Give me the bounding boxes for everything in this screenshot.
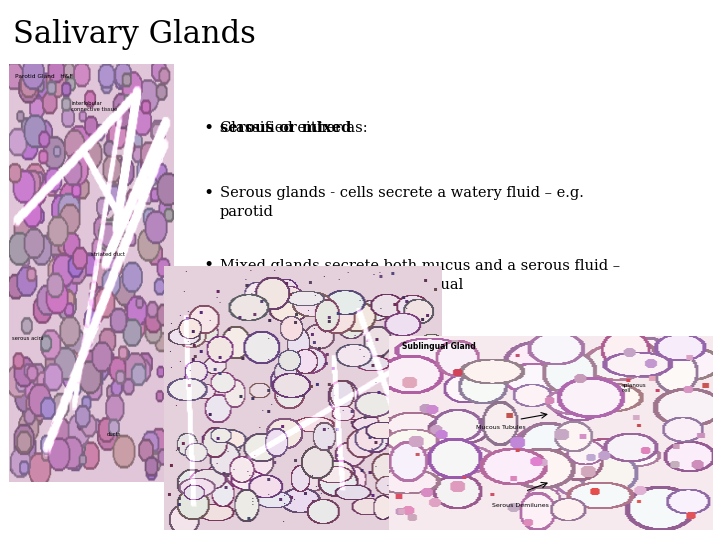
Text: Mucous Tubules: Mucous Tubules: [477, 426, 526, 430]
Text: •: •: [204, 119, 214, 137]
Text: striated duct: striated duct: [91, 252, 125, 257]
Text: interlobular
connective tissue: interlobular connective tissue: [71, 102, 117, 112]
Text: Parotid Gland   H&F: Parotid Gland H&F: [15, 74, 73, 79]
Text: Salivary Glands: Salivary Glands: [13, 19, 256, 50]
Text: ducts: ducts: [107, 432, 122, 437]
Text: splanous
cell: splanous cell: [622, 382, 647, 393]
Text: Sublingual Gland: Sublingual Gland: [402, 342, 475, 350]
Text: Serous glands - cells secrete a watery fluid – e.g.
parotid: Serous glands - cells secrete a watery f…: [220, 186, 583, 219]
Text: Sublingual gland: Sublingual gland: [220, 267, 340, 281]
Text: Classified either as:: Classified either as:: [220, 122, 372, 136]
Text: Serous Demilunes: Serous Demilunes: [492, 503, 549, 508]
Text: Mixed glands secrete both mucus and a serous fluid –
e.g. submandibular & sublin: Mixed glands secrete both mucus and a se…: [220, 259, 620, 292]
Text: •: •: [204, 256, 214, 274]
Text: serous acini: serous acini: [12, 336, 43, 341]
Text: •: •: [204, 184, 214, 201]
Text: serous or mixed: serous or mixed: [220, 122, 351, 136]
